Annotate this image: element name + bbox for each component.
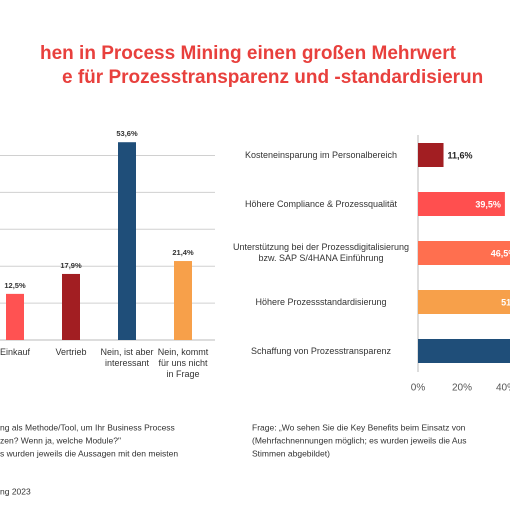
category-label: Nein, ist aber interessant xyxy=(100,347,154,368)
footnote: ng als Methode/Tool, um Ihr Business Pro… xyxy=(0,422,175,432)
footnote: zen? Wenn ja, welche Module?" xyxy=(0,435,121,445)
footnote: Stimmen abgebildet) xyxy=(252,448,330,458)
bar xyxy=(118,142,136,340)
bar xyxy=(418,339,510,363)
bar xyxy=(174,261,192,340)
value-label: 39,5% xyxy=(475,199,501,209)
bar xyxy=(6,293,24,340)
bar xyxy=(418,290,510,314)
category-label: Schaffung von Prozesstransparenz xyxy=(251,345,391,356)
value-label: 46,5% xyxy=(491,248,510,258)
source: ng 2023 xyxy=(0,486,31,496)
bar xyxy=(418,143,444,167)
title-line: e für Prozesstransparenz und -standardis… xyxy=(62,67,483,88)
category-label: Höhere Prozessstandardisierung xyxy=(255,296,387,307)
bar xyxy=(62,273,80,340)
category-label: Unterstützung bei der Prozessdigitalisie… xyxy=(232,242,410,263)
value-label: 11,6% xyxy=(448,150,473,160)
bar xyxy=(418,241,510,265)
footnote: (Mehrfachnennungen möglich; es wurden je… xyxy=(252,435,467,445)
value-label: 53,6% xyxy=(116,129,138,138)
category-label: Einkauf xyxy=(0,347,31,357)
value-label: 51,2% xyxy=(501,297,510,307)
category-label: Kosteneinsparung im Personalbereich xyxy=(244,149,398,160)
value-label: 21,4% xyxy=(172,248,194,257)
value-label: 12,5% xyxy=(4,281,26,290)
footnote: Frage: „Wo sehen Sie die Key Benefits be… xyxy=(252,422,466,432)
category-label: Vertrieb xyxy=(55,347,87,357)
footnote: s wurden jeweils die Aussagen mit den me… xyxy=(0,448,178,458)
bar xyxy=(418,192,505,216)
x-tick-label: 0% xyxy=(411,383,426,394)
category-label: Nein, kommt für uns nicht in Frage xyxy=(157,347,209,379)
title-line: hen in Process Mining einen großen Mehrw… xyxy=(40,43,457,64)
x-tick-label: 40% xyxy=(496,383,510,394)
x-tick-label: 20% xyxy=(452,383,472,394)
category-label: Höhere Compliance & Prozessqualität xyxy=(244,198,398,209)
value-label: 17,9% xyxy=(60,261,82,270)
